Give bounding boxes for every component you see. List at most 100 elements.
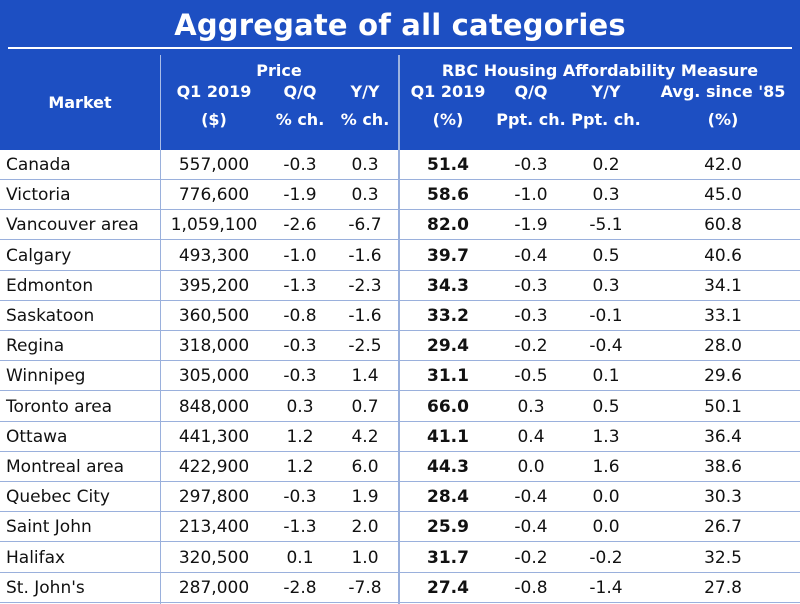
table-row: Calgary 493,300 -1.0 -1.6 39.7 -0.4 0.5 40.6 (0, 241, 800, 271)
cell-rbc_yy: 0.0 (592, 517, 620, 537)
body-divider-group (398, 150, 400, 604)
table-row: Winnipeg 305,000 -0.3 1.4 31.1 -0.5 0.1 29.6 (0, 361, 800, 391)
group-header-rbc: RBC Housing Affordability Measure (441, 61, 759, 80)
table-row: Quebec City 297,800 -0.3 1.9 28.4 -0.4 0.0 30.3 (0, 482, 800, 512)
table-row: St. John's 287,000 -2.8 -7.8 27.4 -0.8 -1.4 27.… (0, 573, 800, 603)
cell-price_q1: 395,200 (178, 276, 250, 296)
cell-rbc_q1: 31.7 (427, 548, 469, 568)
cell-rbc_yy: 0.0 (592, 487, 620, 507)
column-header-rbc_avg-line3: (%) (707, 110, 739, 129)
cell-rbc_q1: 44.3 (427, 457, 469, 477)
cell-rbc_qq: 0.0 (517, 457, 545, 477)
cell-rbc_qq: -1.9 (514, 215, 548, 235)
cell-rbc_avg: 40.6 (704, 246, 742, 266)
cell-price_q1: 320,500 (178, 548, 250, 568)
cell-rbc_qq: -0.4 (514, 487, 548, 507)
cell-rbc_qq: -0.5 (514, 366, 548, 386)
cell-rbc_avg: 38.6 (704, 457, 742, 477)
market-name: Regina (6, 336, 65, 356)
table-row: Canada 557,000 -0.3 0.3 51.4 -0.3 0.2 42.0 (0, 150, 800, 180)
market-name: Quebec City (6, 487, 110, 507)
cell-rbc_avg: 60.8 (704, 215, 742, 235)
cell-price_yy: 6.0 (351, 457, 379, 477)
cell-rbc_q1: 25.9 (427, 517, 469, 537)
cell-rbc_avg: 36.4 (704, 427, 742, 447)
cell-price_yy: 2.0 (351, 517, 379, 537)
cell-price_qq: 0.3 (286, 397, 314, 417)
cell-rbc_qq: -0.4 (514, 517, 548, 537)
cell-price_yy: 0.7 (351, 397, 379, 417)
cell-rbc_q1: 82.0 (427, 215, 469, 235)
cell-rbc_yy: 0.3 (592, 185, 620, 205)
column-header-rbc_q1-line2: Q1 2019 (410, 82, 486, 101)
column-header-price_qq-line3: % ch. (275, 110, 325, 129)
cell-price_q1: 360,500 (178, 306, 250, 326)
market-name: Saint John (6, 517, 92, 537)
market-name: Montreal area (6, 457, 125, 477)
table-row: Ottawa 441,300 1.2 4.2 41.1 0.4 1.3 36.4 (0, 422, 800, 452)
table-row: Victoria 776,600 -1.9 0.3 58.6 -1.0 0.3 45.0 (0, 180, 800, 210)
cell-rbc_q1: 34.3 (427, 276, 469, 296)
cell-rbc_avg: 30.3 (704, 487, 742, 507)
table-row: Saskatoon 360,500 -0.8 -1.6 33.2 -0.3 -0.1 33.1 (0, 301, 800, 331)
market-name: Victoria (6, 185, 71, 205)
cell-price_qq: -0.3 (283, 336, 317, 356)
column-header-rbc_qq-line2: Q/Q (514, 82, 548, 101)
column-header-rbc_avg-line2: Avg. since '85 (660, 82, 786, 101)
body-divider-market (160, 150, 161, 604)
cell-price_yy: -7.8 (348, 578, 382, 598)
market-name: Saskatoon (6, 306, 95, 326)
cell-rbc_yy: 1.6 (592, 457, 620, 477)
cell-price_qq: -2.6 (283, 215, 317, 235)
column-header-rbc_yy-line3: Ppt. ch. (571, 110, 641, 129)
cell-price_yy: 0.3 (351, 155, 379, 175)
cell-rbc_q1: 51.4 (427, 155, 469, 175)
cell-rbc_avg: 28.0 (704, 336, 742, 356)
table-row: Vancouver area 1,059,100 -2.6 -6.7 82.0 -1.9 -… (0, 210, 800, 240)
cell-price_qq: -0.3 (283, 366, 317, 386)
cell-rbc_q1: 28.4 (427, 487, 469, 507)
cell-rbc_yy: -1.4 (589, 578, 623, 598)
market-name: Toronto area (6, 397, 113, 417)
table-body: Canada 557,000 -0.3 0.3 51.4 -0.3 0.2 42.0 Victo… (0, 150, 800, 604)
cell-rbc_yy: 0.2 (592, 155, 620, 175)
cell-rbc_avg: 34.1 (704, 276, 742, 296)
cell-rbc_qq: -0.3 (514, 155, 548, 175)
cell-price_q1: 297,800 (178, 487, 250, 507)
cell-price_yy: 1.9 (351, 487, 379, 507)
table-row: Saint John 213,400 -1.3 2.0 25.9 -0.4 0.0 26.7 (0, 512, 800, 542)
cell-price_q1: 557,000 (178, 155, 250, 175)
title-divider (8, 47, 792, 49)
cell-rbc_yy: 1.3 (592, 427, 620, 447)
cell-price_q1: 287,000 (178, 578, 250, 598)
column-header-price_qq-line2: Q/Q (283, 82, 317, 101)
market-name: Halifax (6, 548, 66, 568)
cell-rbc_qq: -0.2 (514, 548, 548, 568)
cell-price_qq: -1.9 (283, 185, 317, 205)
column-header-price_q1-line3: ($) (201, 110, 227, 129)
cell-rbc_qq: -0.2 (514, 336, 548, 356)
cell-price_q1: 848,000 (178, 397, 250, 417)
cell-rbc_avg: 50.1 (704, 397, 742, 417)
cell-rbc_yy: -0.1 (589, 306, 623, 326)
cell-rbc_q1: 58.6 (427, 185, 469, 205)
cell-rbc_q1: 41.1 (427, 427, 469, 447)
cell-price_q1: 1,059,100 (170, 215, 258, 235)
cell-price_qq: -2.8 (283, 578, 317, 598)
cell-rbc_yy: 0.1 (592, 366, 620, 386)
cell-rbc_avg: 42.0 (704, 155, 742, 175)
cell-price_yy: 0.3 (351, 185, 379, 205)
header-divider-market (160, 55, 161, 150)
cell-rbc_yy: -5.1 (589, 215, 623, 235)
cell-rbc_yy: -0.4 (589, 336, 623, 356)
cell-rbc_avg: 27.8 (704, 578, 742, 598)
cell-rbc_qq: -0.4 (514, 246, 548, 266)
cell-price_yy: 1.4 (351, 366, 379, 386)
cell-price_qq: -1.3 (283, 517, 317, 537)
market-name: Edmonton (6, 276, 94, 296)
cell-rbc_yy: 0.5 (592, 397, 620, 417)
cell-price_qq: -0.3 (283, 155, 317, 175)
cell-rbc_q1: 33.2 (427, 306, 469, 326)
cell-price_yy: 4.2 (351, 427, 379, 447)
